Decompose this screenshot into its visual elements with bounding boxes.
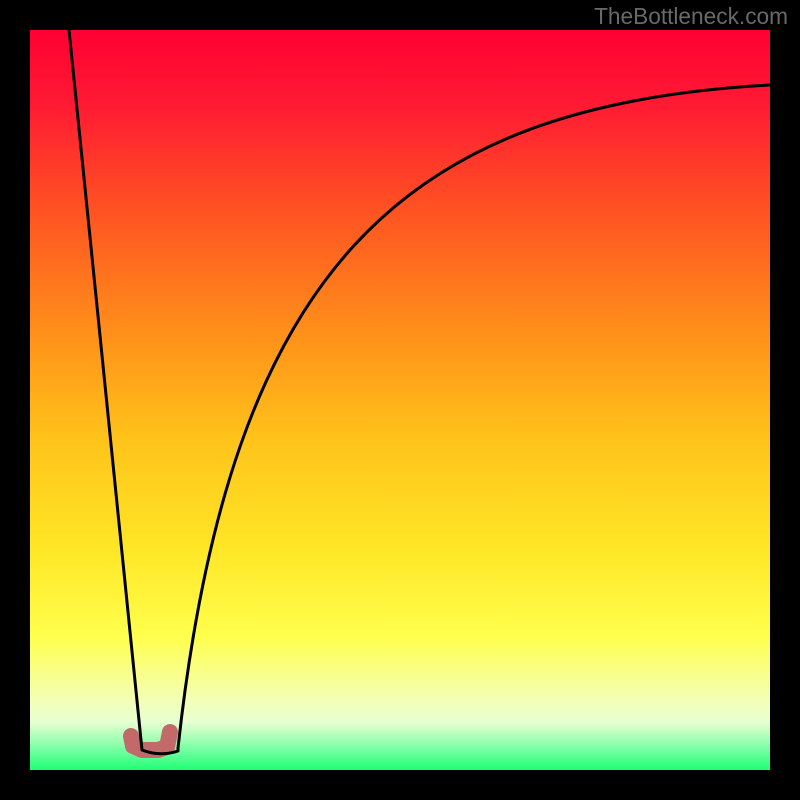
curve-layer xyxy=(30,30,770,770)
watermark-text: TheBottleneck.com xyxy=(594,3,788,30)
valley-marker xyxy=(131,732,170,750)
bottleneck-curve xyxy=(69,30,770,754)
plot-area xyxy=(30,30,770,770)
chart-frame: TheBottleneck.com xyxy=(0,0,800,800)
